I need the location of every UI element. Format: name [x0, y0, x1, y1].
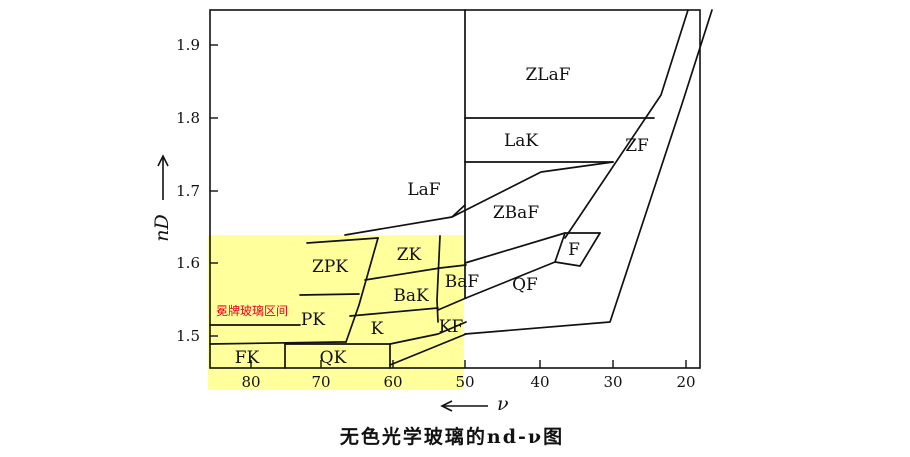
- baf-qf-boundary: [465, 261, 556, 299]
- zpk-bottom-boundary: [299, 293, 360, 296]
- zf-inner-boundary: [564, 9, 689, 239]
- y-axis-title: nD: [151, 154, 173, 242]
- figure-caption: 无色光学玻璃的nd-ν图: [340, 425, 564, 448]
- x-ticks: [250, 360, 687, 368]
- x-axis-arrow-head: [440, 400, 453, 412]
- region-label-lak: LaK: [504, 131, 538, 151]
- x-axis-title: ν: [440, 393, 509, 415]
- qk-k-boundary: [284, 321, 467, 345]
- plot-frame: [209, 9, 701, 369]
- bak-k-boundary: [349, 307, 439, 317]
- y-axis-arrow-head: [157, 154, 169, 167]
- xtick-label-60: 60: [383, 373, 402, 391]
- laf-zbaf-boundary: [451, 161, 614, 218]
- lower-crown-boundary: [209, 341, 347, 345]
- region-label-qk: QK: [320, 348, 347, 368]
- xtick-label-20: 20: [676, 373, 695, 391]
- region-label-laf: LaF: [407, 180, 440, 200]
- ytick-label-1-8: 1.8: [176, 109, 200, 127]
- k-kf-boundary: [437, 297, 467, 311]
- xtick-label-30: 30: [603, 373, 622, 391]
- zk-baf-boundary: [436, 235, 441, 323]
- y-ticks: [210, 44, 218, 337]
- region-label-fk: FK: [235, 348, 260, 368]
- ytick-label-1-9: 1.9: [176, 36, 200, 54]
- region-label-zlaf: ZLaF: [525, 65, 570, 85]
- region-label-pk: PK: [301, 310, 325, 330]
- xtick-label-40: 40: [530, 373, 549, 391]
- ytick-label-1-7: 1.7: [176, 182, 200, 200]
- f-box-boundary: [554, 232, 601, 267]
- region-label-zf: ZF: [625, 136, 649, 156]
- x-axis-symbol: ν: [497, 393, 509, 415]
- region-label-k: K: [371, 319, 384, 339]
- region-label-zk: ZK: [397, 245, 422, 265]
- crown-glass-highlight-label: 冕牌玻璃区间: [216, 304, 288, 318]
- region-labels: ZLaF LaK ZF LaF ZBaF ZK ZPK F BaF BaK QF…: [235, 65, 649, 368]
- ytick-label-1-5: 1.5: [176, 327, 200, 345]
- region-label-qf: QF: [512, 275, 538, 295]
- region-label-zbaf: ZBaF: [493, 203, 539, 223]
- y-tick-labels: 1.9 1.8 1.7 1.6 1.5: [176, 36, 200, 345]
- region-label-zpk: ZPK: [312, 257, 348, 277]
- zpk-top-boundary: [306, 237, 379, 244]
- xtick-label-50: 50: [455, 373, 474, 391]
- region-label-kf: KF: [439, 317, 464, 337]
- y-axis-symbol: nD: [151, 214, 173, 241]
- zk-bak-boundary: [364, 264, 467, 281]
- region-label-baf: BaF: [445, 272, 480, 292]
- zpk-zk-boundary: [345, 237, 379, 343]
- x-tick-labels: 80 70 60 50 40 30 20: [241, 373, 695, 391]
- xtick-label-70: 70: [311, 373, 330, 391]
- region-label-f: F: [568, 240, 580, 260]
- crown-envelope-boundary: [344, 204, 466, 236]
- region-label-bak: BaK: [393, 286, 429, 306]
- region-boundaries: [209, 9, 713, 369]
- ytick-label-1-6: 1.6: [176, 254, 200, 272]
- kf-bottom-boundary: [389, 333, 467, 366]
- xtick-label-80: 80: [241, 373, 260, 391]
- zf-outer-boundary: [464, 9, 713, 335]
